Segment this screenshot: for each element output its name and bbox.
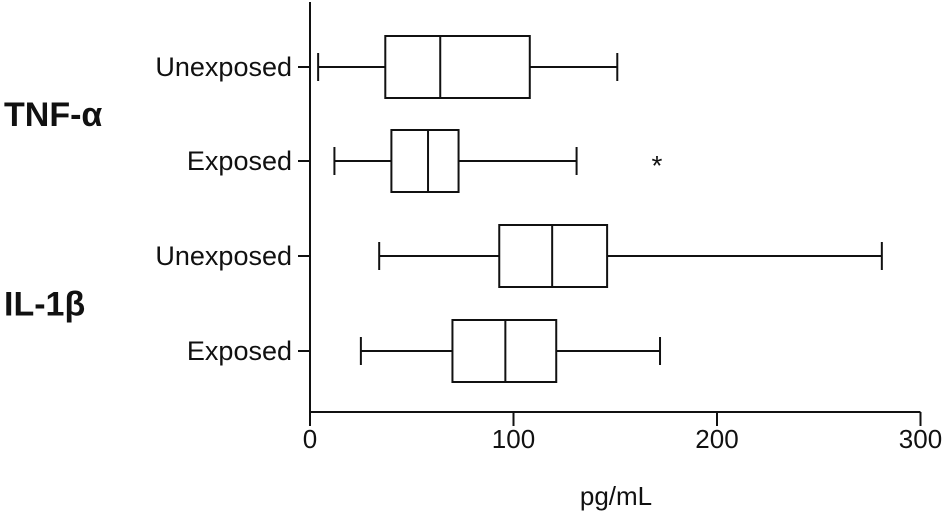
x-tick-label: 300 bbox=[899, 424, 942, 454]
x-tick-label: 0 bbox=[303, 424, 317, 454]
iqr-box bbox=[451, 319, 558, 383]
significance-asterisk: * bbox=[652, 150, 663, 181]
iqr-box bbox=[498, 224, 609, 288]
group-label: IL-1β bbox=[4, 286, 85, 324]
box-row-1: Unexposed bbox=[155, 35, 619, 99]
x-axis-title: pg/mL bbox=[580, 481, 652, 511]
x-tick-label: 200 bbox=[695, 424, 738, 454]
iqr-box bbox=[390, 129, 460, 193]
group-label: TNF-α bbox=[4, 96, 102, 134]
box-row-3: Unexposed bbox=[155, 224, 883, 288]
boxes: Unexposed Exposed * Unexposed Exposed bbox=[155, 35, 883, 383]
category-label: Unexposed bbox=[155, 241, 292, 271]
axes: 0 100 200 300 pg/mL bbox=[303, 2, 942, 511]
x-tick-label: 100 bbox=[492, 424, 535, 454]
box-row-2: Exposed * bbox=[187, 129, 663, 193]
category-label: Exposed bbox=[187, 146, 292, 176]
box-row-4: Exposed bbox=[187, 319, 662, 383]
labels: TNF-α IL-1β bbox=[4, 96, 102, 324]
category-label: Exposed bbox=[187, 336, 292, 366]
iqr-box bbox=[384, 35, 531, 99]
category-label: Unexposed bbox=[155, 52, 292, 82]
